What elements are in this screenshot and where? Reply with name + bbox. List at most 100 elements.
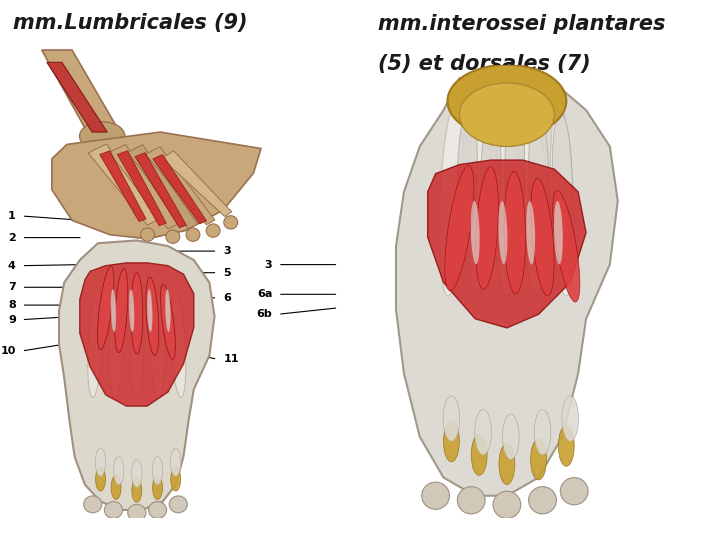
Text: mm.Lumbricales (9): mm.Lumbricales (9) (13, 14, 248, 33)
Ellipse shape (150, 291, 165, 397)
Polygon shape (396, 74, 618, 496)
Ellipse shape (528, 106, 549, 242)
Ellipse shape (457, 487, 485, 514)
Ellipse shape (148, 289, 152, 332)
Ellipse shape (499, 443, 515, 484)
Text: 4: 4 (504, 260, 512, 269)
Ellipse shape (448, 65, 566, 137)
Polygon shape (428, 160, 586, 328)
Text: 6b: 6b (256, 309, 272, 319)
Ellipse shape (114, 268, 127, 353)
Ellipse shape (476, 167, 498, 289)
Text: 7: 7 (8, 282, 16, 292)
Text: 1: 1 (504, 185, 512, 195)
Ellipse shape (495, 106, 518, 296)
Text: 11: 11 (223, 354, 239, 364)
Ellipse shape (132, 478, 142, 502)
Ellipse shape (528, 487, 557, 514)
Ellipse shape (88, 291, 103, 397)
Ellipse shape (153, 457, 163, 485)
Text: 5: 5 (504, 280, 512, 290)
Text: 6a: 6a (257, 289, 272, 299)
Ellipse shape (132, 460, 142, 488)
Ellipse shape (171, 291, 186, 397)
Ellipse shape (493, 491, 521, 518)
Ellipse shape (467, 106, 491, 296)
Text: 5: 5 (223, 268, 231, 278)
Ellipse shape (562, 396, 579, 441)
Polygon shape (162, 151, 232, 217)
Ellipse shape (526, 201, 535, 265)
Text: 3: 3 (264, 260, 272, 269)
Ellipse shape (171, 467, 181, 491)
Polygon shape (127, 145, 197, 229)
Text: 2: 2 (8, 233, 16, 242)
Polygon shape (99, 151, 146, 221)
Polygon shape (153, 154, 207, 224)
Ellipse shape (95, 448, 106, 476)
Ellipse shape (503, 414, 519, 460)
Polygon shape (52, 132, 261, 239)
Ellipse shape (84, 496, 102, 513)
Ellipse shape (459, 83, 554, 146)
Ellipse shape (457, 106, 477, 242)
Ellipse shape (129, 289, 134, 332)
Ellipse shape (224, 215, 238, 229)
Ellipse shape (131, 273, 143, 354)
Ellipse shape (153, 476, 163, 500)
Ellipse shape (422, 482, 449, 509)
Polygon shape (47, 62, 107, 132)
Ellipse shape (534, 409, 551, 455)
Ellipse shape (531, 439, 546, 480)
Text: (5) et dorsales (7): (5) et dorsales (7) (378, 54, 590, 74)
Ellipse shape (140, 228, 155, 241)
Ellipse shape (439, 106, 464, 296)
Ellipse shape (443, 396, 460, 441)
Ellipse shape (474, 409, 492, 455)
Ellipse shape (481, 106, 501, 242)
Ellipse shape (471, 201, 480, 265)
Polygon shape (88, 144, 158, 225)
Ellipse shape (559, 426, 575, 466)
Ellipse shape (169, 496, 187, 513)
Ellipse shape (560, 477, 588, 505)
Ellipse shape (146, 277, 159, 355)
Ellipse shape (148, 502, 166, 518)
Ellipse shape (171, 448, 181, 476)
Ellipse shape (523, 106, 546, 296)
Ellipse shape (498, 201, 508, 265)
Text: 1: 1 (8, 211, 16, 221)
Ellipse shape (166, 230, 180, 244)
Text: 9: 9 (8, 315, 16, 325)
Ellipse shape (531, 179, 554, 296)
Ellipse shape (111, 289, 116, 332)
Text: 7: 7 (504, 333, 512, 342)
Polygon shape (135, 153, 186, 228)
Text: 3: 3 (223, 246, 231, 256)
Ellipse shape (97, 266, 114, 349)
Ellipse shape (166, 289, 171, 332)
Ellipse shape (79, 122, 125, 151)
Ellipse shape (127, 504, 146, 521)
Text: 8: 8 (8, 300, 16, 310)
Ellipse shape (130, 291, 144, 397)
Text: mm.interossei plantares: mm.interossei plantares (378, 14, 665, 33)
Ellipse shape (96, 467, 105, 491)
Ellipse shape (444, 421, 459, 462)
Ellipse shape (104, 502, 122, 518)
Polygon shape (117, 151, 166, 226)
Ellipse shape (445, 166, 474, 291)
Polygon shape (59, 240, 215, 510)
Text: 4: 4 (8, 261, 16, 271)
Ellipse shape (550, 106, 575, 296)
Ellipse shape (554, 201, 563, 265)
Polygon shape (80, 263, 194, 406)
Ellipse shape (552, 112, 572, 244)
Text: 2: 2 (504, 222, 512, 232)
Text: 6: 6 (223, 293, 231, 303)
Ellipse shape (206, 224, 220, 237)
Text: 10: 10 (1, 346, 16, 356)
Ellipse shape (504, 171, 526, 294)
Ellipse shape (553, 191, 580, 302)
Ellipse shape (109, 291, 123, 397)
